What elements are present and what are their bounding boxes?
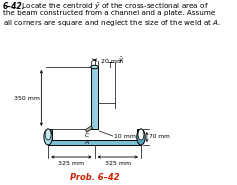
Text: 70 mm: 70 mm [149, 134, 169, 139]
Ellipse shape [44, 129, 52, 145]
Text: all corners are square and neglect the size of the weld at $A$.: all corners are square and neglect the s… [3, 18, 221, 28]
Text: the beam constructed from a channel and a plate. Assume: the beam constructed from a channel and … [3, 10, 215, 16]
Text: $A$: $A$ [84, 138, 90, 146]
Text: Locate the centroid $\bar{y}$ of the cross-sectional area of: Locate the centroid $\bar{y}$ of the cro… [17, 2, 209, 12]
Ellipse shape [45, 129, 51, 140]
Ellipse shape [91, 65, 98, 69]
Text: Prob. 6–42: Prob. 6–42 [70, 173, 119, 182]
Ellipse shape [138, 129, 144, 140]
Polygon shape [48, 129, 141, 145]
Text: 325 mm: 325 mm [58, 161, 84, 166]
Polygon shape [86, 126, 93, 132]
Text: 10 mm: 10 mm [114, 134, 136, 139]
Polygon shape [91, 67, 98, 129]
Text: $\bar{y}$: $\bar{y}$ [118, 56, 124, 66]
Text: 325 mm: 325 mm [105, 161, 131, 166]
Ellipse shape [137, 129, 145, 145]
Text: 20 mm: 20 mm [101, 58, 123, 63]
Text: 6–42.: 6–42. [3, 2, 25, 11]
Polygon shape [95, 67, 98, 129]
Text: $C$: $C$ [84, 131, 90, 139]
Text: 350 mm: 350 mm [14, 95, 40, 100]
